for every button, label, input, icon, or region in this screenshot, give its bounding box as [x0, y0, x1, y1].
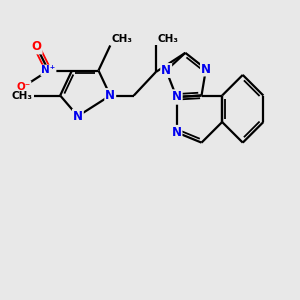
Text: N: N	[201, 62, 211, 76]
Text: N: N	[172, 91, 182, 103]
Text: CH₃: CH₃	[11, 91, 32, 100]
Text: N: N	[161, 64, 171, 77]
Text: CH₃: CH₃	[158, 34, 178, 44]
Text: N: N	[172, 126, 182, 139]
Text: O: O	[32, 40, 42, 53]
Text: N⁺: N⁺	[41, 65, 56, 76]
Text: N: N	[73, 110, 83, 123]
Text: O⁻: O⁻	[16, 82, 31, 92]
Text: N: N	[105, 89, 115, 102]
Text: N: N	[172, 91, 182, 103]
Text: CH₃: CH₃	[112, 34, 133, 44]
